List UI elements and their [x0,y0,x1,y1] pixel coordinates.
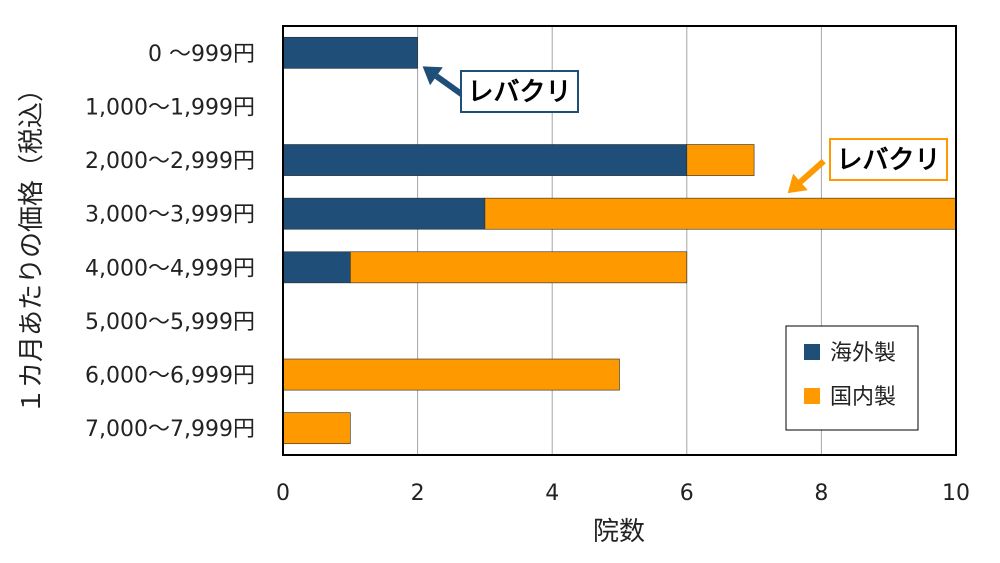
callout-label-1: レバクリ [836,146,940,176]
y-tick-label-7: 7,000～7,999円 [85,417,255,442]
y-tick-label-1: 1,000～1,999円 [85,95,255,120]
bar-overseas-0 [282,36,418,69]
y-tick-label-4: 4,000～4,999円 [85,256,255,281]
x-tick-label-4: 8 [814,481,828,506]
legend-swatch-1 [804,388,820,404]
callout-arrow-0 [422,66,467,99]
legend-label-0: 海外製 [830,341,896,366]
x-tick-label-3: 6 [680,481,694,506]
bar-domestic-2 [686,144,755,176]
legend-swatch-0 [804,344,820,360]
y-tick-labels: 0 ～999円 1,000～1,999円 2,000～2,999円 3,000～3,9… [85,42,255,442]
y-axis-label: １カ月あたりの価格（税込） [17,76,47,414]
bar-domestic-3 [484,197,957,230]
x-tick-label-2: 4 [545,481,559,506]
x-tick-label-0: 0 [276,481,290,506]
bar-overseas-4 [282,251,351,284]
y-tick-label-6: 6,000～6,999円 [85,364,255,389]
callout-box-1 [829,138,948,181]
y-tick-label-2: 2,000～2,999円 [85,149,255,174]
y-tick-label-0: 0 ～999円 [148,42,255,67]
x-tick-label-1: 2 [411,481,425,506]
bar-domestic-6 [282,358,620,391]
callout-box-0 [460,70,579,113]
y-tick-label-3: 3,000～3,999円 [85,203,255,228]
plot-frame [282,25,957,456]
legend-box [785,325,919,431]
y-tick-label-5: 5,000～5,999円 [85,310,255,335]
bar-domestic-7 [282,412,351,445]
x-axis-label: 院数 [593,517,645,547]
bar-overseas-3 [282,197,486,230]
bar-domestic-4 [349,251,688,284]
callout-arrow-1 [787,158,826,194]
x-tick-label-5: 10 [942,481,970,506]
legend-label-1: 国内製 [830,385,896,410]
bars-group [282,36,957,445]
x-tick-labels: 0 2 4 6 8 10 [276,481,970,506]
bar-overseas-2 [282,144,688,176]
callout-label-0: レバクリ [467,78,571,108]
